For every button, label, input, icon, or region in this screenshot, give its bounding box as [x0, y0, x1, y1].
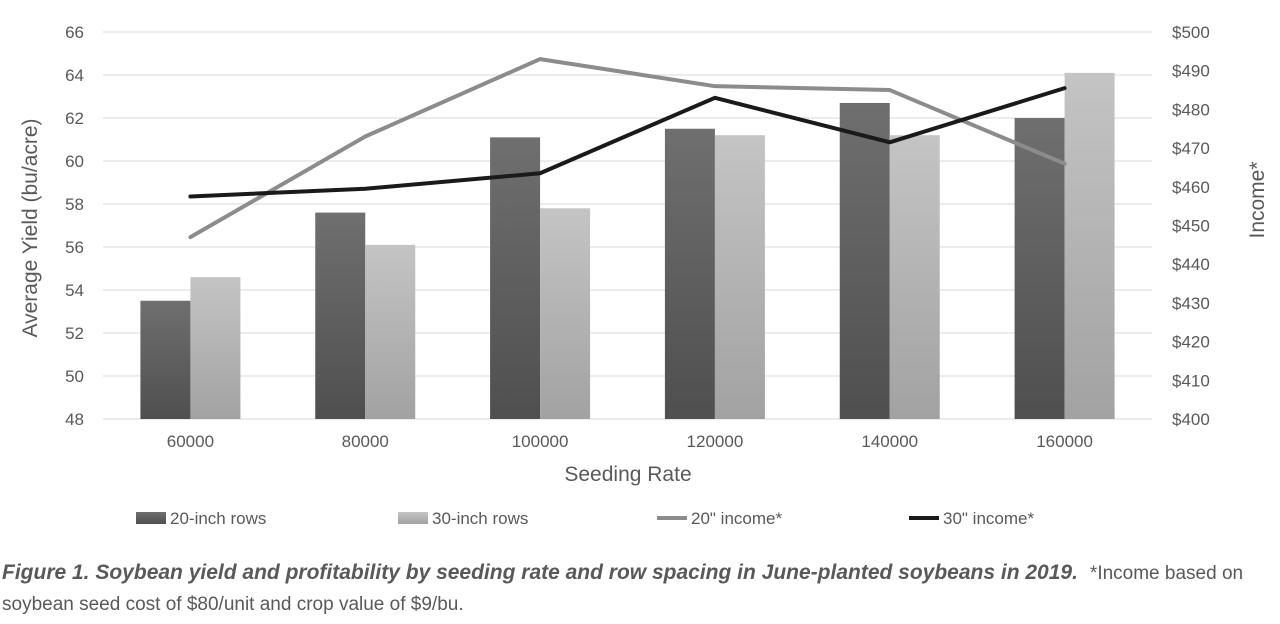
- bar-30-inch: [1064, 72, 1115, 419]
- right-axis-ticks: $400 $410 $420 $430 $440 $450 $460 $470 $480 $490…: [1172, 23, 1210, 429]
- line-30-income: [188, 86, 1067, 199]
- y2-tick-label: $430: [1172, 294, 1210, 313]
- x-tick-label: 100000: [512, 432, 569, 451]
- chart: 48 50 52 54 56 58 60 62 64 66 $400 $410 $420 $430 $44…: [19, 23, 1269, 528]
- caption-title: Figure 1. Soybean yield and profitabilit…: [2, 561, 1078, 584]
- y-tick-label: 62: [65, 109, 84, 128]
- y2-tick-label: $460: [1172, 178, 1210, 197]
- x-tick-label: 80000: [342, 432, 389, 451]
- x-tick-label: 140000: [861, 432, 918, 451]
- bar-20-inch: [315, 212, 366, 419]
- x-axis-ticks: 60000 80000 100000 120000 140000 160000: [167, 432, 1093, 451]
- y2-tick-label: $500: [1172, 23, 1210, 42]
- y2-tick-label: $470: [1172, 139, 1210, 158]
- y2-tick-label: $410: [1172, 371, 1210, 390]
- bar-20-inch: [1014, 118, 1065, 419]
- figure-caption: Figure 1. Soybean yield and profitabilit…: [2, 558, 1272, 620]
- y-tick-label: 58: [65, 195, 84, 214]
- bar-30-inch: [714, 135, 765, 419]
- y2-tick-label: $440: [1172, 255, 1210, 274]
- y-tick-label: 64: [65, 66, 84, 85]
- legend-swatch: [398, 512, 428, 524]
- bar-20-inch: [664, 128, 715, 419]
- bar-30-inch: [540, 208, 591, 419]
- legend-label: 20" income*: [691, 509, 782, 528]
- legend-swatch: [136, 512, 166, 524]
- y2-tick-label: $450: [1172, 217, 1210, 236]
- bar-20-inch: [140, 300, 191, 419]
- caption-note: *Income based on soybean seed cost of $8…: [2, 563, 1244, 615]
- legend: 20-inch rows 30-inch rows 20" income* 30" i…: [136, 509, 1034, 528]
- x-tick-label: 160000: [1036, 432, 1093, 451]
- x-axis-label: Seeding Rate: [564, 463, 691, 486]
- bar-30-inch: [365, 244, 416, 419]
- y-tick-label: 60: [65, 152, 84, 171]
- legend-label: 20-inch rows: [170, 509, 266, 528]
- bar-30-inch: [889, 135, 940, 419]
- y2-tick-label: $480: [1172, 100, 1210, 119]
- bar-20-inch: [839, 102, 890, 419]
- y2-tick-label: $420: [1172, 333, 1210, 352]
- bar-20-inch: [490, 137, 541, 419]
- y-tick-label: 56: [65, 238, 84, 257]
- y2-tick-label: $400: [1172, 410, 1210, 429]
- bar-30-inch: [190, 277, 241, 419]
- y-tick-label: 48: [65, 410, 84, 429]
- y-tick-label: 52: [65, 324, 84, 343]
- x-tick-label: 120000: [687, 432, 744, 451]
- y-tick-label: 66: [65, 23, 84, 42]
- y2-tick-label: $490: [1172, 62, 1210, 81]
- right-axis-label: Income*: [1246, 161, 1269, 238]
- legend-label: 30" income*: [943, 509, 1034, 528]
- line-20-income: [188, 57, 1067, 240]
- bars: [140, 72, 1115, 419]
- y-tick-label: 50: [65, 367, 84, 386]
- income-lines: [188, 57, 1067, 240]
- x-tick-label: 60000: [167, 432, 214, 451]
- gridlines: [103, 31, 1152, 420]
- y-axis-label: Average Yield (bu/acre): [19, 118, 42, 337]
- legend-label: 30-inch rows: [432, 509, 528, 528]
- left-axis-ticks: 48 50 52 54 56 58 60 62 64 66: [65, 23, 84, 429]
- y-tick-label: 54: [65, 281, 84, 300]
